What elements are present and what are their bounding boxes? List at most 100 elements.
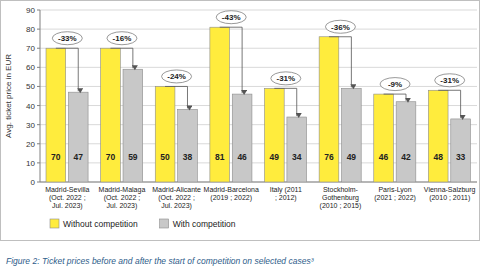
x-tick-label-line: Madrid-Malaga bbox=[99, 186, 146, 194]
x-tick-label-line: (Oct. 2022 ; bbox=[104, 194, 141, 202]
bar bbox=[374, 94, 394, 182]
y-tick-label: 0 bbox=[31, 178, 36, 187]
y-tick-label: 90 bbox=[26, 6, 35, 15]
x-tick-label: Madrid-Malaga(Oct. 2022 ;Jul. 2023) bbox=[99, 186, 146, 210]
change-badge bbox=[52, 32, 82, 45]
data-label: 50 bbox=[160, 152, 170, 162]
grid-line bbox=[40, 29, 477, 30]
bar bbox=[46, 48, 66, 182]
legend-label: Without competition bbox=[63, 219, 138, 229]
data-label: 38 bbox=[183, 152, 193, 162]
change-badge bbox=[107, 32, 137, 45]
change-arrow bbox=[329, 37, 351, 88]
x-tick-label-line: Madrid-Barcelona bbox=[204, 186, 259, 193]
bar bbox=[265, 88, 285, 182]
bar bbox=[396, 102, 416, 182]
x-tick-label-line: ; 2012) bbox=[275, 194, 297, 202]
legend-label: With competition bbox=[173, 219, 236, 229]
data-label: 81 bbox=[215, 152, 225, 162]
x-tick-label-line: (2021 ; 2022) bbox=[374, 194, 416, 202]
x-tick-label-line: Stockholm- bbox=[323, 186, 359, 193]
data-label: 76 bbox=[324, 152, 334, 162]
x-tick-label-line: Jul. 2023) bbox=[161, 202, 192, 210]
change-badge bbox=[380, 78, 410, 91]
x-tick-label-line: Vienna-Salzburg bbox=[424, 186, 476, 194]
data-label: 46 bbox=[237, 152, 247, 162]
change-label: -31% bbox=[276, 74, 295, 83]
bar bbox=[178, 109, 198, 182]
grid-line bbox=[40, 10, 477, 11]
data-label: 49 bbox=[270, 152, 280, 162]
chart: 0 10 20 30 40 50 60 70 80 90 Avg. ticket price in … bbox=[0, 0, 480, 280]
bar bbox=[68, 92, 88, 182]
x-tick-label-line: Italy (2011 bbox=[270, 186, 302, 194]
bar bbox=[287, 117, 307, 182]
bar bbox=[342, 88, 362, 182]
y-tick-label: 10 bbox=[26, 159, 35, 168]
x-tick-label-line: Madrid-Sevilla bbox=[45, 186, 89, 193]
change-arrow bbox=[110, 48, 132, 68]
bar bbox=[210, 27, 230, 182]
data-label: 34 bbox=[292, 152, 302, 162]
change-arrow bbox=[56, 48, 78, 91]
change-badge bbox=[216, 11, 246, 24]
bar bbox=[319, 37, 339, 182]
data-label: 59 bbox=[128, 152, 138, 162]
caption: Figure 2: Ticket prices before and after… bbox=[6, 256, 315, 266]
bar bbox=[451, 119, 471, 182]
x-tick-label: Italy (2011; 2012) bbox=[270, 186, 302, 202]
change-arrow bbox=[274, 88, 296, 116]
y-tick-label: 40 bbox=[26, 102, 35, 111]
bar bbox=[155, 86, 175, 182]
x-tick-label-line: Gothenburg bbox=[322, 194, 359, 202]
bar bbox=[232, 94, 252, 182]
change-badge bbox=[435, 74, 465, 87]
y-tick-label: 60 bbox=[26, 63, 35, 72]
x-tick-label-line: Paris-Lyon bbox=[378, 186, 411, 194]
change-arrow bbox=[384, 94, 406, 101]
x-tick-label: Stockholm-Gothenburg(2010 ; 2015) bbox=[320, 186, 362, 210]
bar bbox=[428, 90, 448, 182]
x-tick-label-line: Jul. 2023) bbox=[52, 202, 83, 210]
change-label: -43% bbox=[222, 13, 241, 22]
y-tick-label: 30 bbox=[26, 121, 35, 130]
chart-frame bbox=[1, 1, 480, 241]
bars bbox=[46, 27, 470, 182]
x-tick-label-line: Madrid-Alicante bbox=[152, 186, 201, 193]
data-label: 49 bbox=[347, 152, 357, 162]
x-tick-label-line: Jul. 2023) bbox=[107, 202, 138, 210]
data-label: 46 bbox=[379, 152, 389, 162]
change-label: -31% bbox=[440, 76, 459, 85]
data-label: 48 bbox=[433, 152, 443, 162]
change-label: -16% bbox=[113, 34, 132, 43]
legend-swatch bbox=[160, 219, 169, 228]
data-label: 70 bbox=[106, 152, 116, 162]
change-label: -33% bbox=[58, 34, 77, 43]
bar bbox=[123, 69, 143, 182]
y-axis-label: Avg. ticket price in EUR bbox=[4, 54, 13, 138]
change-badge bbox=[325, 20, 355, 33]
x-tick-label: Madrid-Barcelona(2019 ; 2022) bbox=[204, 186, 259, 202]
change-label: -24% bbox=[167, 72, 186, 81]
y-tick-label: 80 bbox=[26, 25, 35, 34]
x-tick-label-line: (Oct. 2022 ; bbox=[158, 194, 195, 202]
x-tick-label: Madrid-Alicante(Oct. 2022 ;Jul. 2023) bbox=[152, 186, 201, 210]
data-label: 42 bbox=[401, 152, 411, 162]
change-badge bbox=[271, 72, 301, 85]
x-tick-label: Madrid-Sevilla(Oct. 2022 ;Jul. 2023) bbox=[45, 186, 89, 210]
x-tick-label: Vienna-Salzburg(2010 ; 2011) bbox=[424, 186, 476, 202]
change-label: -36% bbox=[331, 23, 350, 32]
x-tick-label-line: (2019 ; 2022) bbox=[210, 194, 252, 202]
x-tick-label-line: (2010 ; 2011) bbox=[429, 194, 470, 202]
y-tick-label: 70 bbox=[26, 44, 35, 53]
legend-swatch bbox=[50, 219, 59, 228]
y-tick-label: 20 bbox=[26, 140, 35, 149]
x-tick-label-line: (Oct. 2022 ; bbox=[49, 194, 86, 202]
y-axis bbox=[40, 10, 41, 182]
change-arrow bbox=[438, 90, 460, 118]
y-tick-label: 50 bbox=[26, 82, 35, 91]
data-label: 47 bbox=[74, 152, 84, 162]
x-tick-label-line: (2010 ; 2015) bbox=[320, 202, 362, 210]
labels: 70705081497646484759384634494233-33%-16%… bbox=[51, 11, 465, 162]
x-tick-label: Paris-Lyon(2021 ; 2022) bbox=[374, 186, 416, 202]
